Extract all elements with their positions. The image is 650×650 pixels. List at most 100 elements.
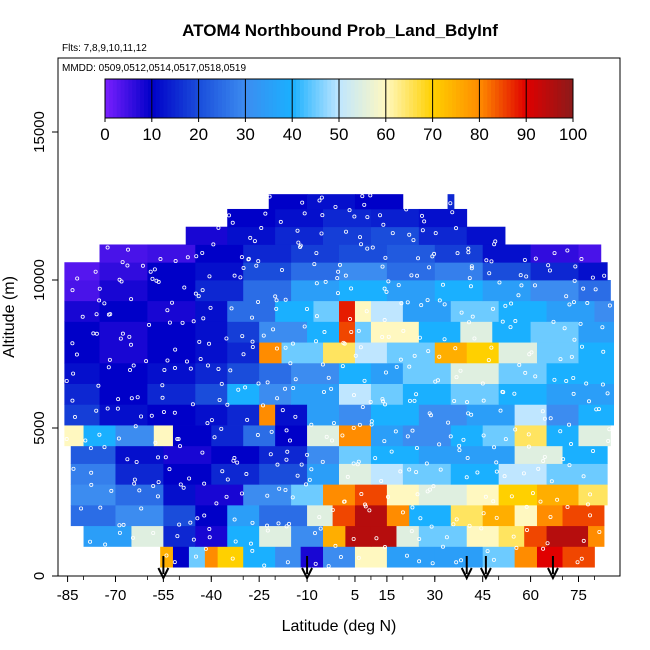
sample-point — [435, 378, 440, 383]
sample-point — [307, 477, 312, 482]
sample-point — [121, 522, 126, 527]
sample-point — [466, 250, 471, 255]
colorbar-swatch — [432, 79, 437, 118]
colorbar-swatch — [229, 79, 235, 118]
sample-point — [262, 563, 267, 568]
colorbar-swatch — [300, 79, 305, 118]
heatmap-cell — [386, 504, 410, 527]
sample-point — [513, 319, 518, 324]
sample-point — [70, 341, 75, 346]
heatmap-cell — [498, 484, 538, 506]
heatmap-cell — [307, 463, 340, 485]
sample-point — [64, 379, 69, 384]
heatmap-cell — [466, 445, 516, 464]
heatmap-cell — [434, 342, 468, 364]
sample-point — [72, 415, 77, 420]
sample-point — [470, 314, 475, 319]
sample-point — [526, 432, 531, 437]
heatmap-cell — [275, 226, 324, 245]
sample-point — [378, 213, 383, 218]
sample-point — [494, 460, 499, 465]
sample-point — [102, 445, 107, 450]
colorbar-swatch — [323, 79, 328, 118]
colorbar-swatch — [307, 79, 313, 118]
colorbar-swatch — [459, 79, 465, 118]
sample-point — [400, 510, 405, 515]
sample-point — [484, 258, 489, 263]
sample-point — [467, 276, 472, 281]
colorbar-swatch — [444, 79, 449, 118]
colorbar-swatch — [140, 79, 145, 118]
sample-point — [364, 309, 369, 314]
sample-point — [191, 537, 196, 542]
sample-point — [88, 446, 93, 451]
sample-point — [250, 339, 255, 344]
colorbar-swatch — [362, 79, 367, 118]
sample-point — [190, 402, 195, 407]
sample-point — [373, 456, 378, 461]
colorbar-swatch — [366, 79, 371, 118]
sample-point — [358, 345, 363, 350]
sample-point — [89, 470, 94, 475]
heatmap-cell — [418, 226, 468, 245]
y-axis: 0 5000 10000 15000 — [31, 111, 58, 580]
sample-point — [107, 357, 112, 362]
sample-point — [173, 259, 178, 264]
sample-point — [492, 242, 497, 247]
sample-point — [483, 494, 488, 499]
sample-point — [353, 353, 358, 358]
sample-point — [414, 445, 419, 450]
sample-point — [502, 474, 507, 479]
sample-point — [144, 359, 149, 364]
sample-point — [233, 539, 238, 544]
heatmap-cell — [524, 525, 547, 547]
sample-point — [93, 269, 98, 274]
sample-point — [457, 443, 462, 448]
colorbar-swatch — [436, 79, 441, 118]
sample-point — [466, 246, 471, 251]
sample-point — [454, 560, 459, 565]
sample-point — [96, 383, 101, 388]
sample-point — [274, 306, 279, 311]
sample-point — [250, 345, 255, 350]
heatmap-cell — [514, 404, 547, 426]
colorbar-swatch — [186, 79, 192, 118]
heatmap-cell — [195, 244, 244, 263]
colorbar-swatch — [249, 79, 254, 118]
colorbar-swatch — [561, 79, 566, 118]
heatmap-cell — [291, 244, 340, 263]
heatmap-cell — [578, 425, 611, 447]
sample-point — [382, 286, 387, 291]
sample-point — [549, 479, 554, 484]
sample-point — [440, 544, 445, 549]
colorbar-swatch — [378, 79, 383, 118]
sample-point — [393, 429, 398, 434]
x-tick-label: 60 — [522, 587, 539, 604]
sample-point — [351, 393, 356, 398]
sample-point — [542, 454, 547, 459]
sample-point — [561, 457, 566, 462]
sample-point — [455, 251, 460, 256]
sample-point — [418, 516, 423, 521]
heatmap-cell — [339, 244, 388, 263]
sample-point — [409, 529, 414, 534]
colorbar-tick-label: 10 — [142, 125, 161, 144]
sample-point — [265, 528, 270, 533]
heatmap-cell — [291, 383, 340, 405]
sample-point — [409, 273, 414, 278]
sample-point — [323, 279, 328, 284]
sample-point — [172, 560, 177, 565]
sample-point — [340, 433, 345, 438]
sample-point — [497, 280, 502, 285]
heatmap-cell — [64, 404, 100, 426]
heatmap-cell — [64, 362, 100, 384]
sample-point — [252, 239, 257, 244]
sample-point — [404, 207, 409, 212]
heatmap-cell — [147, 244, 196, 263]
sample-point — [382, 545, 387, 550]
sample-point — [273, 294, 278, 299]
sample-point — [407, 467, 412, 472]
sample-point — [464, 475, 469, 480]
sample-point — [309, 467, 314, 472]
sample-point — [407, 398, 412, 403]
